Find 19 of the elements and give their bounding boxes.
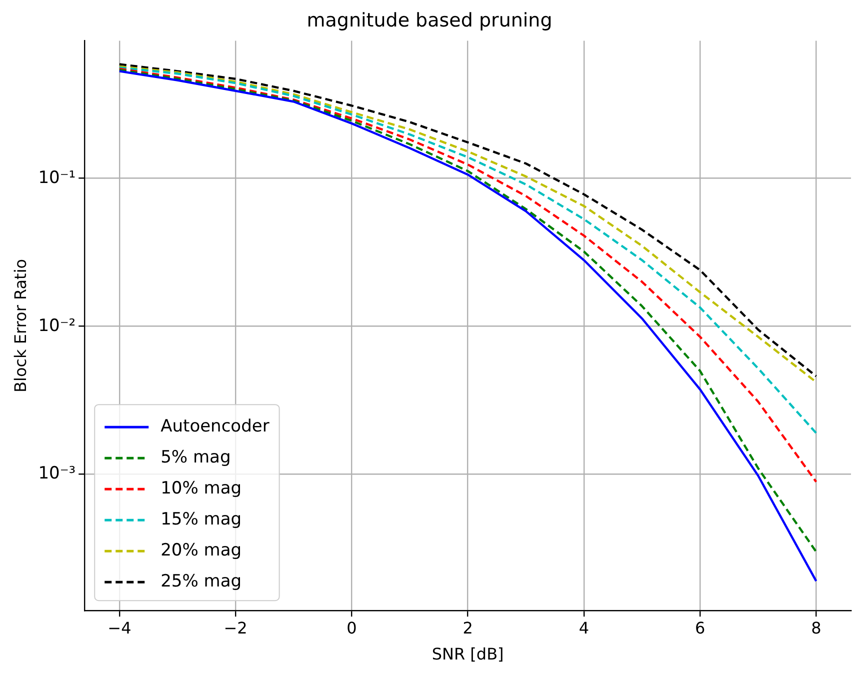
- legend-label: 25% mag: [160, 572, 242, 592]
- y-tick-label: 10⁻²: [38, 316, 76, 336]
- x-tick-label: −2: [224, 618, 248, 638]
- y-tick-label: 10⁻³: [38, 464, 76, 484]
- y-axis-title: Block Error Ratio: [10, 258, 30, 392]
- legend-label: 20% mag: [160, 540, 242, 561]
- legend-label: Autoencoder: [160, 416, 270, 437]
- x-tick-label: 0: [346, 618, 357, 638]
- x-tick-label: 8: [811, 618, 822, 638]
- x-tick-label: 4: [578, 618, 590, 638]
- legend-label: 5% mag: [160, 448, 231, 468]
- x-tick-label: 2: [462, 618, 473, 638]
- chart-title: magnitude based pruning: [306, 9, 552, 32]
- x-tick-label: −4: [108, 618, 132, 638]
- x-tick-label: 6: [694, 618, 706, 638]
- legend-label: 10% mag: [160, 478, 242, 499]
- legend-label: 15% mag: [160, 510, 242, 530]
- x-axis-title: SNR [dB]: [432, 644, 504, 664]
- y-tick-label: 10⁻¹: [38, 168, 76, 188]
